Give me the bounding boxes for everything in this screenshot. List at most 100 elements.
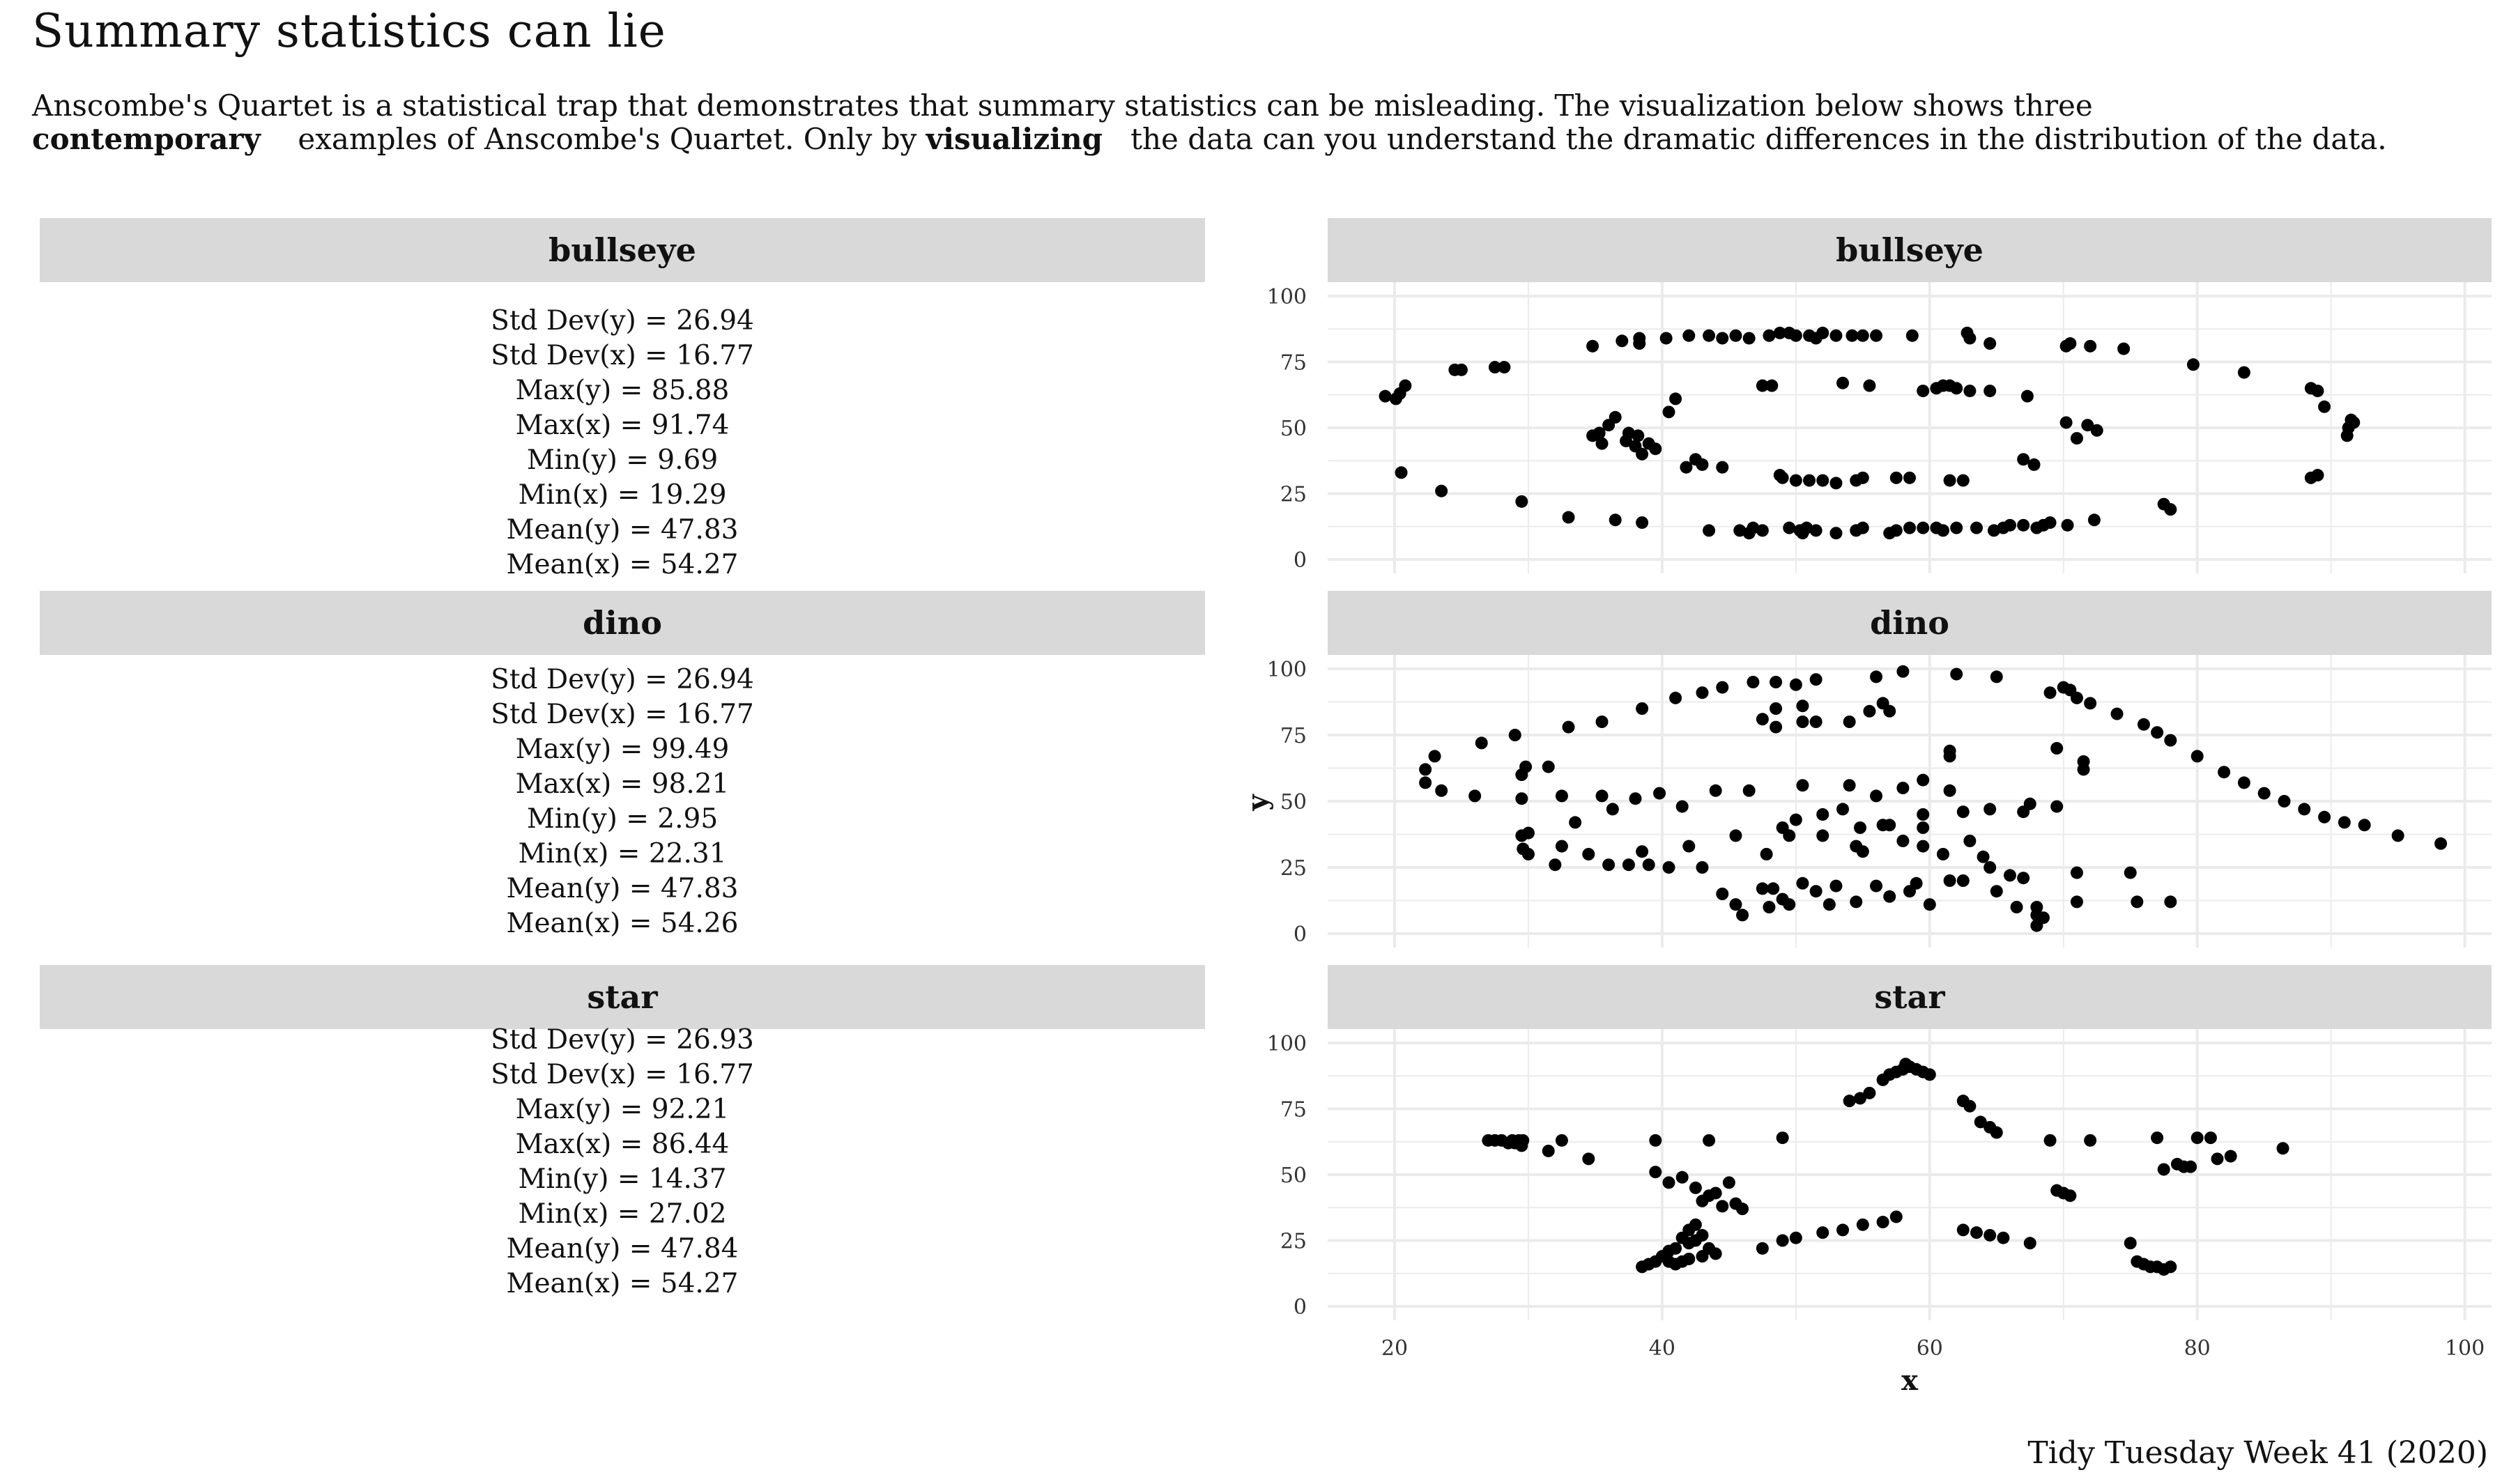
data-point: [1633, 332, 1646, 345]
data-point: [1956, 1223, 1970, 1237]
data-point: [1521, 826, 1535, 840]
data-point: [2358, 819, 2371, 832]
data-point: [1669, 392, 1682, 405]
data-point: [1555, 789, 1568, 803]
stat-line: Std Dev(y) = 26.93: [491, 1024, 754, 1056]
data-point: [1773, 326, 1786, 339]
data-point: [1756, 882, 1769, 895]
data-point: [2164, 895, 2177, 909]
subtitle-bold-2: visualizing: [926, 122, 1103, 156]
data-point: [1649, 442, 1662, 456]
data-point: [1809, 885, 1823, 898]
data-point: [1936, 848, 1949, 860]
y-tick-label: 25: [1280, 1230, 1307, 1254]
y-tick-label: 100: [1267, 658, 1307, 682]
stat-line: Std Dev(x) = 16.77: [491, 340, 754, 371]
y-axis-title: y: [1241, 794, 1274, 812]
data-point: [1680, 461, 1693, 474]
data-point: [2003, 869, 2016, 882]
stat-line: Max(x) = 98.21: [515, 768, 730, 800]
data-point: [1856, 1218, 1869, 1231]
data-point: [1816, 474, 1829, 487]
data-point: [1903, 471, 1916, 484]
data-point: [1870, 879, 1883, 892]
facet-strip-label: dino: [1870, 604, 1949, 642]
data-point: [1990, 670, 2003, 683]
data-point: [1896, 835, 1910, 847]
data-point: [1555, 840, 1568, 853]
data-point: [1636, 516, 1649, 530]
data-point: [2064, 337, 2077, 350]
data-point: [2434, 837, 2448, 850]
data-point: [1542, 760, 1555, 773]
stat-line: Max(y) = 99.49: [515, 734, 730, 765]
data-point: [1636, 702, 1649, 715]
data-point: [1956, 474, 1970, 487]
data-point: [1853, 821, 1866, 834]
stat-line: Max(x) = 86.44: [515, 1129, 730, 1160]
data-point: [1582, 1152, 1595, 1166]
data-point: [1923, 1068, 1936, 1081]
stat-line: Max(y) = 92.21: [515, 1094, 730, 1125]
data-point: [1419, 763, 1432, 776]
data-point: [1602, 858, 1616, 872]
data-point: [1675, 800, 1689, 813]
data-point: [1736, 1203, 1749, 1216]
data-point: [1669, 691, 1682, 704]
data-point: [1709, 784, 1722, 797]
data-point: [1562, 720, 1575, 734]
data-point: [2087, 513, 2101, 527]
data-point: [1716, 461, 1729, 474]
data-point: [1816, 326, 1829, 339]
data-point: [2081, 419, 2094, 432]
stats-lines-star: Std Dev(y) = 26.93 Std Dev(x) = 16.77 Ma…: [40, 1023, 1205, 1301]
data-point: [1488, 361, 1501, 374]
data-point: [1970, 521, 1983, 534]
data-point: [1636, 447, 1649, 461]
data-point: [1595, 716, 1609, 728]
data-point: [1896, 665, 1910, 678]
data-point: [2257, 787, 2271, 800]
data-point: [1716, 681, 1729, 694]
data-point: [2304, 471, 2317, 484]
data-point: [2151, 1131, 2164, 1145]
data-point: [1783, 829, 1796, 842]
data-point: [1846, 329, 1859, 342]
data-point: [1770, 676, 1783, 688]
data-point: [1770, 702, 1783, 715]
data-point: [1756, 1242, 1769, 1255]
y-tick-label: 75: [1280, 351, 1307, 376]
facet-strip-bullseye: [1328, 218, 2492, 282]
data-point: [1829, 879, 1843, 892]
data-point: [1636, 1260, 1649, 1274]
data-point: [1722, 1176, 1735, 1189]
data-point: [1990, 885, 2003, 898]
stat-line: Max(y) = 85.88: [515, 375, 730, 406]
data-point: [2164, 503, 2177, 516]
data-point: [1843, 716, 1856, 728]
data-point: [1889, 471, 1903, 484]
data-point: [1662, 405, 1675, 419]
data-point: [1870, 789, 1883, 803]
data-point: [1682, 840, 1696, 853]
data-point: [1963, 1099, 1977, 1113]
y-tick-label: 75: [1280, 724, 1307, 748]
data-point: [1435, 784, 1448, 797]
data-point: [1917, 808, 1930, 821]
data-point: [2311, 385, 2324, 398]
data-point: [2084, 697, 2097, 710]
data-point: [1963, 835, 1977, 847]
data-point: [2043, 516, 2057, 530]
data-point: [1760, 848, 1773, 860]
data-point: [1883, 819, 1896, 832]
data-point: [2318, 400, 2331, 413]
data-point: [1435, 484, 1448, 497]
data-point: [2211, 1152, 2224, 1166]
data-point: [2218, 766, 2231, 779]
data-point: [1468, 789, 1482, 803]
data-point: [1977, 850, 1990, 863]
data-point: [1856, 329, 1869, 342]
data-point: [1428, 750, 1441, 763]
y-tick-label: 25: [1280, 856, 1307, 881]
